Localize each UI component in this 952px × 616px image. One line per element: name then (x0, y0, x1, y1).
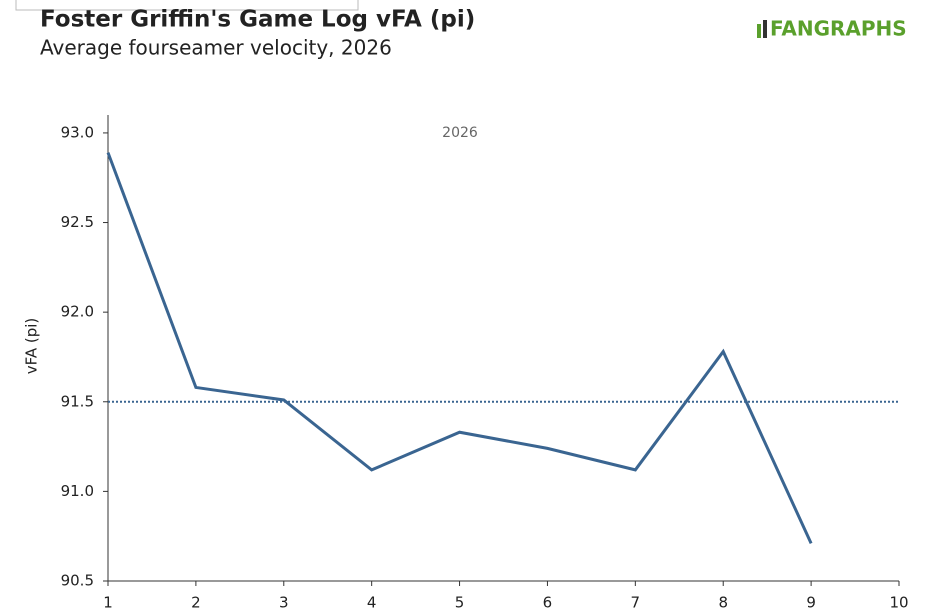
y-tick-label: 90.5 (61, 572, 94, 590)
x-tick-label: 7 (631, 594, 641, 612)
chart-title: Foster Griffin's Game Log vFA (pi) (40, 7, 475, 33)
chart-subtitle: Average fourseamer velocity, 2026 (40, 36, 392, 60)
x-tick-label: 1 (103, 594, 113, 612)
x-tick-label: 6 (543, 594, 553, 612)
logo-icon (763, 20, 767, 38)
x-tick-label: 9 (806, 594, 816, 612)
annotation: 2026 (442, 125, 478, 141)
y-tick-label: 91.5 (61, 392, 94, 410)
x-tick-label: 5 (455, 594, 465, 612)
x-tick-label: 2 (191, 594, 201, 612)
y-tick-label: 92.5 (61, 213, 94, 231)
y-tick-label: 91.0 (61, 482, 94, 500)
x-tick-label: 10 (889, 594, 908, 612)
x-tick-label: 4 (367, 594, 377, 612)
logo-icon (757, 24, 761, 38)
y-axis-label: vFA (pi) (23, 318, 41, 375)
y-tick-label: 93.0 (61, 123, 94, 141)
menu-box (15, 0, 359, 11)
data-line (106, 152, 813, 544)
x-tick-label: 3 (279, 594, 289, 612)
x-tick-label: 8 (718, 594, 728, 612)
logo: FANGRAPHS (770, 17, 907, 41)
y-tick-label: 92.0 (61, 303, 94, 321)
